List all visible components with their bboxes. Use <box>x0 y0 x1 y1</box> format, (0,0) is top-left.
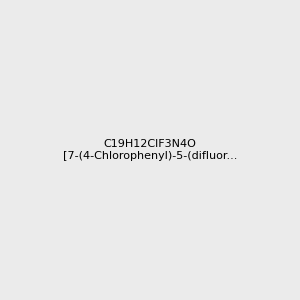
Text: C19H12ClF3N4O
[7-(4-Chlorophenyl)-5-(difluor...: C19H12ClF3N4O [7-(4-Chlorophenyl)-5-(dif… <box>63 139 237 161</box>
